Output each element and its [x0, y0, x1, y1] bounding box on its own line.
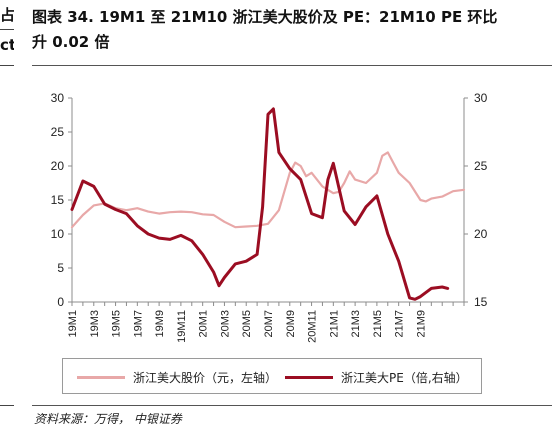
x-tick-label: 20M5 [241, 310, 253, 338]
x-tick-label: 19M9 [154, 310, 166, 338]
x-tick-label: 19M3 [89, 310, 101, 338]
y-left-tick-label: 5 [57, 261, 64, 275]
figure-title: 图表 34. 19M1 至 21M10 浙江美大股价及 PE：21M10 PE … [32, 5, 552, 55]
legend-label-pe: 浙江美大PE（倍,右轴） [341, 370, 468, 385]
x-tick-label: 21M7 [394, 310, 406, 338]
y-left-tick-label: 30 [51, 91, 65, 105]
title-rule [32, 65, 552, 66]
x-tick-label: 19M1 [67, 310, 79, 338]
x-tick-label: 21M9 [415, 310, 427, 338]
y-left-tick-label: 15 [51, 193, 65, 207]
left-cropped-rule-bottom [0, 405, 14, 406]
left-cropped-text-top: 占 [0, 6, 14, 24]
bottom-rule [32, 405, 552, 406]
x-tick-label: 21M3 [350, 310, 362, 338]
chart-legend: 浙江美大股价（元，左轴） 浙江美大PE（倍,右轴） [62, 358, 482, 394]
legend-item-price: 浙江美大股价（元，左轴） [77, 368, 277, 386]
y-right-tick-label: 30 [474, 91, 488, 105]
y-left-tick-label: 10 [51, 227, 65, 241]
x-tick-label: 19M5 [111, 310, 123, 338]
x-tick-label: 19M7 [132, 310, 144, 338]
legend-label-price: 浙江美大股价（元，左轴） [133, 370, 278, 385]
legend-item-pe: 浙江美大PE（倍,右轴） [285, 368, 468, 386]
left-cropped-rule-top [0, 29, 14, 30]
x-tick-label: 19M11 [176, 310, 188, 343]
y-right-tick-label: 20 [474, 227, 488, 241]
legend-swatch-price [77, 375, 125, 379]
left-cropped-rule-mid [0, 65, 14, 66]
series-line-pe [70, 107, 450, 301]
y-left-tick-label: 20 [51, 159, 65, 173]
source-note: 资料来源：万得， 中银证券 [34, 412, 182, 426]
x-tick-label: 20M1 [198, 310, 210, 338]
y-right-tick-label: 25 [474, 159, 488, 173]
x-tick-label: 21M1 [328, 310, 340, 338]
figure-title-line-1: 图表 34. 19M1 至 21M10 浙江美大股价及 PE：21M10 PE … [32, 8, 498, 26]
figure-title-line-2: 升 0.02 倍 [32, 33, 110, 51]
legend-swatch-pe [285, 375, 333, 379]
x-tick-label: 20M3 [219, 310, 231, 338]
x-tick-label: 20M11 [307, 310, 319, 343]
x-tick-label: 20M7 [263, 310, 275, 338]
x-tick-label: 21M5 [372, 310, 384, 338]
y-left-tick-label: 0 [57, 295, 64, 309]
series-line-price [70, 151, 466, 229]
y-left-tick-label: 25 [51, 125, 65, 139]
left-cropped-text-bottom: ct [0, 36, 14, 54]
x-tick-label: 20M9 [285, 310, 297, 338]
y-right-tick-label: 15 [474, 295, 488, 309]
